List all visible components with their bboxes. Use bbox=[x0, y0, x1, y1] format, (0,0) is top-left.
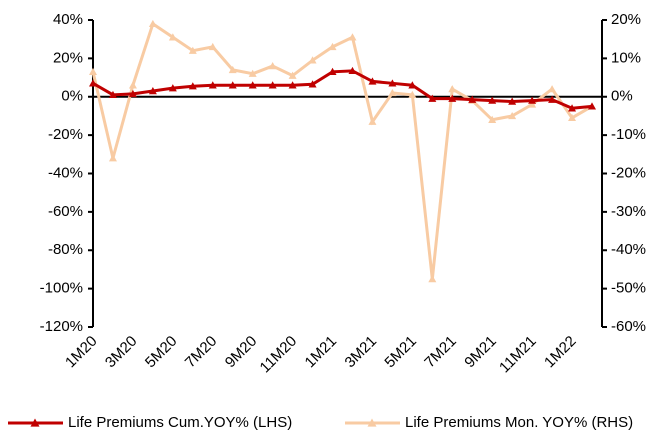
point-marker bbox=[308, 80, 317, 88]
series-line bbox=[91, 21, 593, 280]
x-tick-label: 11M20 bbox=[257, 333, 301, 377]
x-tick-label: 9M20 bbox=[222, 333, 261, 372]
y2-tick-label: -30% bbox=[611, 203, 646, 220]
point-marker bbox=[148, 19, 157, 28]
legend-marker bbox=[30, 418, 40, 427]
y-tick-label: -60% bbox=[48, 203, 83, 220]
point-marker bbox=[188, 82, 197, 90]
point-marker bbox=[89, 67, 97, 76]
point-marker bbox=[568, 113, 577, 122]
point-marker bbox=[528, 96, 537, 104]
y-tick-label: 0% bbox=[61, 88, 83, 105]
point-marker bbox=[308, 56, 317, 64]
y-tick-label: -80% bbox=[48, 241, 83, 258]
x-tick-label: 5M20 bbox=[142, 333, 181, 372]
point-marker bbox=[488, 115, 497, 123]
legend-label: Life Premiums Cum.YOY% (LHS) bbox=[68, 414, 292, 431]
series-line bbox=[92, 69, 593, 110]
point-marker bbox=[508, 97, 517, 105]
point-marker bbox=[568, 104, 577, 112]
point-marker bbox=[408, 81, 417, 89]
point-marker bbox=[448, 94, 457, 102]
y2-tick-label: -60% bbox=[611, 318, 646, 335]
y-tick-label: 20% bbox=[53, 49, 83, 66]
y2-tick-label: 0% bbox=[611, 88, 633, 105]
x-tick-label: 3M20 bbox=[102, 333, 141, 372]
x-tick-label: 5M21 bbox=[381, 333, 420, 372]
point-marker bbox=[288, 71, 297, 79]
point-marker bbox=[388, 88, 397, 97]
point-marker bbox=[168, 84, 177, 92]
x-tick-label: 1M20 bbox=[62, 333, 101, 372]
point-marker bbox=[328, 67, 337, 76]
point-marker bbox=[388, 79, 397, 87]
y2-tick-label: 20% bbox=[611, 11, 641, 28]
point-marker bbox=[468, 95, 477, 103]
x-tick-label: 1M22 bbox=[541, 333, 580, 372]
point-marker bbox=[128, 89, 137, 98]
point-marker bbox=[488, 96, 497, 104]
point-marker bbox=[208, 81, 217, 89]
point-marker bbox=[228, 81, 237, 89]
point-marker bbox=[428, 275, 437, 283]
point-marker bbox=[348, 66, 357, 75]
y2-tick-label: -20% bbox=[611, 164, 646, 181]
y2-tick-label: -40% bbox=[611, 241, 646, 258]
y-tick-label: 40% bbox=[53, 11, 83, 28]
legend-label: Life Premiums Mon. YOY% (RHS) bbox=[405, 414, 633, 431]
point-marker bbox=[528, 100, 537, 108]
point-marker bbox=[248, 69, 257, 77]
y2-tick-label: -10% bbox=[611, 126, 646, 143]
point-marker bbox=[368, 117, 377, 125]
point-marker bbox=[268, 62, 277, 70]
point-marker bbox=[208, 42, 217, 51]
y2-tick-label: 10% bbox=[611, 49, 641, 66]
point-marker bbox=[368, 77, 377, 85]
point-marker bbox=[248, 81, 257, 89]
point-marker bbox=[348, 33, 357, 41]
x-tick-label: 1M21 bbox=[302, 333, 341, 372]
point-marker bbox=[548, 85, 557, 93]
point-marker bbox=[228, 65, 237, 74]
point-marker bbox=[588, 102, 596, 110]
y-tick-label: -100% bbox=[40, 280, 83, 297]
y-tick-label: -40% bbox=[48, 164, 83, 181]
point-marker bbox=[168, 33, 177, 41]
y-tick-label: -20% bbox=[48, 126, 83, 143]
x-tick-label: 11M21 bbox=[496, 333, 540, 377]
point-marker bbox=[288, 81, 297, 89]
legend-marker bbox=[367, 418, 377, 427]
point-marker bbox=[128, 81, 137, 89]
point-marker bbox=[328, 42, 337, 51]
point-marker bbox=[548, 95, 557, 103]
point-marker bbox=[188, 46, 197, 54]
x-tick-label: 7M21 bbox=[421, 333, 460, 372]
x-tick-label: 3M21 bbox=[342, 333, 381, 372]
x-tick-label: 7M20 bbox=[182, 333, 221, 372]
x-tick-label: 9M21 bbox=[461, 333, 500, 372]
point-marker bbox=[108, 154, 117, 162]
point-marker bbox=[108, 90, 117, 99]
point-marker bbox=[89, 79, 97, 87]
point-marker bbox=[448, 85, 457, 93]
point-marker bbox=[408, 90, 417, 99]
point-marker bbox=[268, 81, 277, 89]
point-marker bbox=[508, 111, 517, 120]
point-marker bbox=[428, 94, 437, 102]
point-marker bbox=[148, 86, 157, 95]
y-tick-label: -120% bbox=[40, 318, 83, 335]
y2-tick-label: -50% bbox=[611, 280, 646, 297]
